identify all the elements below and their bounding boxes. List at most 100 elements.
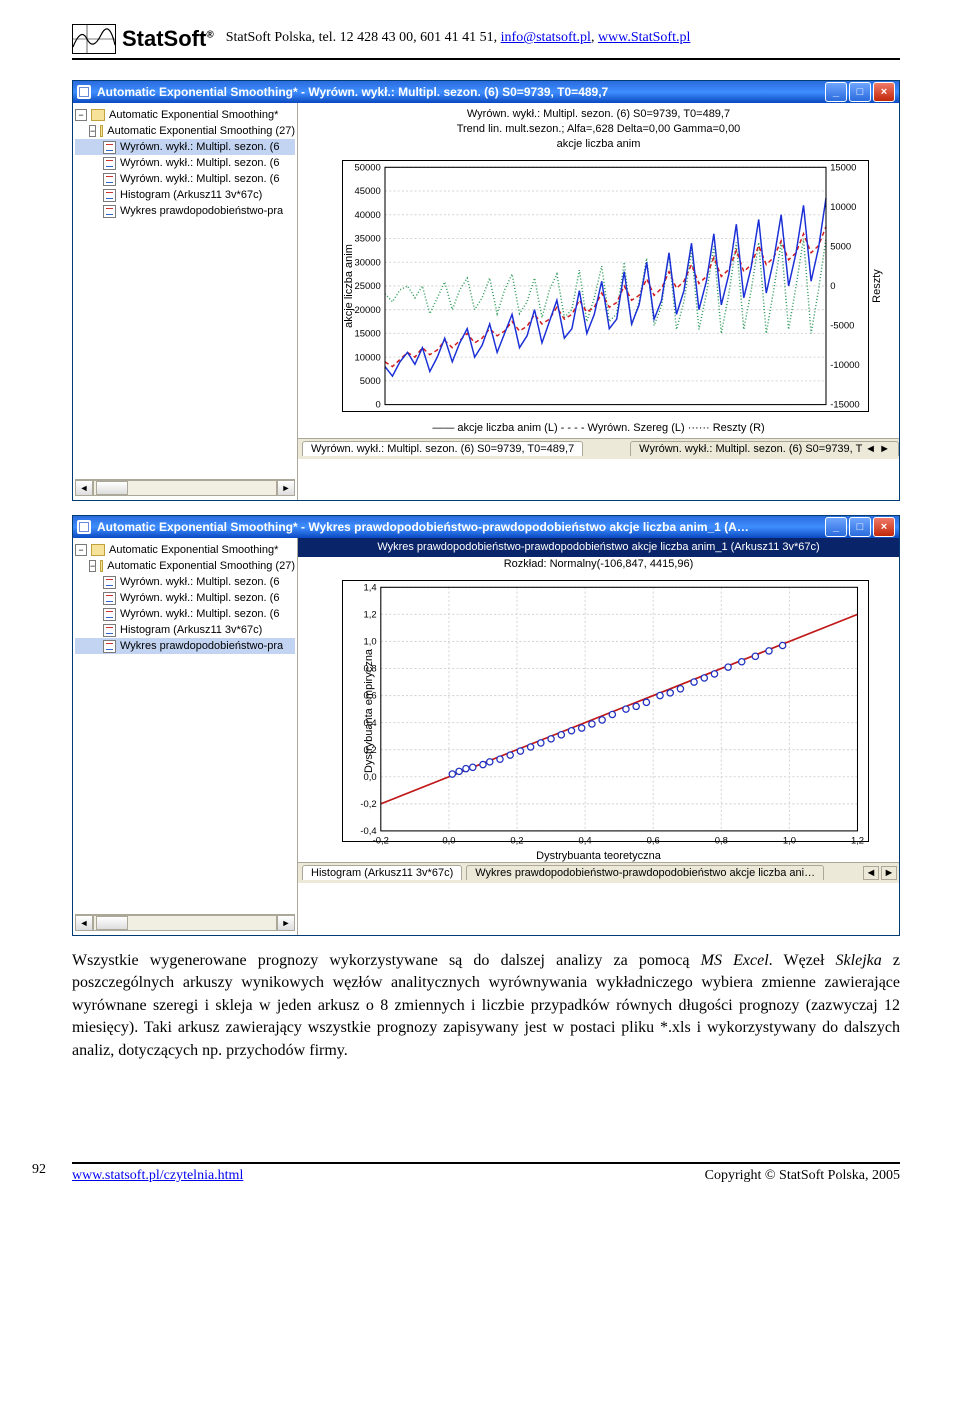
tree-root[interactable]: −Automatic Exponential Smoothing*: [75, 107, 295, 123]
ylabel-2: Dystrybuanta empiryczna: [363, 649, 375, 773]
body-paragraph: Wszystkie wygenerowane prognozy wykorzys…: [72, 950, 900, 1062]
tree-folder[interactable]: −Automatic Exponential Smoothing (27): [75, 558, 295, 574]
svg-text:1,0: 1,0: [783, 835, 796, 846]
minimize-button[interactable]: _: [825, 517, 847, 537]
scrollbar-thumb[interactable]: [96, 481, 128, 495]
tree-pane-1[interactable]: −Automatic Exponential Smoothing* −Autom…: [73, 103, 298, 500]
window-title-1: Automatic Exponential Smoothing* - Wyrów…: [97, 85, 819, 99]
minimize-button[interactable]: _: [825, 82, 847, 102]
tabbar-1: Wyrówn. wykł.: Multipl. sezon. (6) S0=97…: [298, 438, 899, 459]
svg-text:0,8: 0,8: [715, 835, 728, 846]
scroll-left-button[interactable]: ◄: [75, 480, 93, 496]
svg-text:-5000: -5000: [830, 320, 854, 331]
logo-text: StatSoft®: [122, 26, 214, 52]
svg-text:1,2: 1,2: [363, 609, 376, 620]
plot-area-2: Dystrybuanta empiryczna -0,20,00,20,40,6…: [342, 580, 869, 842]
footer-link[interactable]: www.statsoft.pl/czytelnia.html: [72, 1168, 243, 1184]
ylabel-right: Reszty: [871, 269, 883, 303]
svg-text:20000: 20000: [355, 304, 381, 315]
tree-pane-2[interactable]: −Automatic Exponential Smoothing* −Autom…: [73, 538, 298, 935]
chart-title-2b: Rozkład: Normalny(-106,847, 4415,96): [298, 557, 899, 576]
svg-text:25000: 25000: [355, 281, 381, 292]
svg-text:-0,2: -0,2: [360, 799, 376, 810]
tree-item[interactable]: Wyrówn. wykł.: Multipl. sezon. (6: [75, 139, 295, 155]
window-forecast-chart: Automatic Exponential Smoothing* - Wyrów…: [72, 80, 900, 501]
svg-text:35000: 35000: [355, 233, 381, 244]
svg-text:1,4: 1,4: [363, 582, 376, 593]
tree-item[interactable]: Wykres prawdopodobieństwo-pra: [75, 638, 295, 654]
svg-text:45000: 45000: [355, 186, 381, 197]
maximize-button[interactable]: □: [849, 517, 871, 537]
scrollbar-thumb[interactable]: [96, 916, 128, 930]
svg-text:0,0: 0,0: [442, 835, 455, 846]
page-number: 92: [32, 1162, 46, 1178]
svg-text:15000: 15000: [830, 162, 856, 173]
tab-2a[interactable]: Histogram (Arkusz11 3v*67c): [302, 865, 462, 880]
titlebar-2[interactable]: Automatic Exponential Smoothing* - Wykre…: [73, 516, 899, 538]
svg-text:40000: 40000: [355, 209, 381, 220]
tree-item[interactable]: Wyrówn. wykł.: Multipl. sezon. (6: [75, 590, 295, 606]
svg-text:1,0: 1,0: [363, 636, 376, 647]
close-button[interactable]: ×: [873, 517, 895, 537]
svg-text:-15000: -15000: [830, 399, 859, 410]
svg-text:1,2: 1,2: [851, 835, 864, 846]
chart-title-2a: Wykres prawdopodobieństwo-prawdopodobień…: [298, 538, 899, 557]
tree-item[interactable]: Histogram (Arkusz11 3v*67c): [75, 622, 295, 638]
svg-text:0,2: 0,2: [510, 835, 523, 846]
window-pp-plot: Automatic Exponential Smoothing* - Wykre…: [72, 515, 900, 936]
svg-text:50000: 50000: [355, 162, 381, 173]
maximize-button[interactable]: □: [849, 82, 871, 102]
tab-scroll-right[interactable]: ►: [881, 866, 897, 880]
header-site-link[interactable]: www.StatSoft.pl: [598, 30, 690, 45]
svg-text:0,4: 0,4: [579, 835, 592, 846]
svg-text:0: 0: [376, 399, 381, 410]
tab-scroll-left[interactable]: ◄: [863, 866, 879, 880]
header-contact: StatSoft Polska, tel. 12 428 43 00, 601 …: [226, 24, 691, 46]
app-icon: [77, 85, 91, 99]
tabbar-2: Histogram (Arkusz11 3v*67c) Wykres prawd…: [298, 862, 899, 883]
window-title-2: Automatic Exponential Smoothing* - Wykre…: [97, 520, 819, 534]
close-button[interactable]: ×: [873, 82, 895, 102]
tree-item[interactable]: Wyrówn. wykł.: Multipl. sezon. (6: [75, 155, 295, 171]
plot-area-1: akcje liczba anim Reszty 050001000015000…: [342, 160, 869, 412]
scroll-right-button[interactable]: ►: [277, 915, 295, 931]
scrollbar-track[interactable]: [93, 480, 277, 496]
scroll-left-button[interactable]: ◄: [75, 915, 93, 931]
tree-item[interactable]: Wyrówn. wykł.: Multipl. sezon. (6: [75, 606, 295, 622]
header-email-link[interactable]: info@statsoft.pl: [501, 30, 591, 45]
tree-item[interactable]: Wyrówn. wykł.: Multipl. sezon. (6: [75, 574, 295, 590]
app-icon: [77, 520, 91, 534]
tree-item[interactable]: Wyrówn. wykł.: Multipl. sezon. (6: [75, 171, 295, 187]
chart-pane-1: Wyrówn. wykł.: Multipl. sezon. (6) S0=97…: [298, 103, 899, 500]
svg-text:0,6: 0,6: [647, 835, 660, 846]
scroll-right-button[interactable]: ►: [277, 480, 295, 496]
svg-text:30000: 30000: [355, 257, 381, 268]
svg-text:0,0: 0,0: [363, 772, 376, 783]
tab-2b[interactable]: Wykres prawdopodobieństwo-prawdopodobień…: [466, 865, 824, 880]
tree-root[interactable]: −Automatic Exponential Smoothing*: [75, 542, 295, 558]
svg-text:10000: 10000: [355, 352, 381, 363]
svg-text:5000: 5000: [360, 376, 381, 387]
ylabel-left: akcje liczba anim: [343, 244, 355, 328]
tree-item[interactable]: Histogram (Arkusz11 3v*67c): [75, 187, 295, 203]
chart-title-1: Wyrówn. wykł.: Multipl. sezon. (6) S0=97…: [298, 103, 899, 156]
tab-1b[interactable]: Wyrówn. wykł.: Multipl. sezon. (6) S0=97…: [630, 441, 899, 456]
svg-text:5000: 5000: [830, 241, 851, 252]
svg-text:-10000: -10000: [830, 360, 859, 371]
svg-text:10000: 10000: [830, 202, 856, 213]
svg-text:0: 0: [830, 281, 835, 292]
tab-1a[interactable]: Wyrówn. wykł.: Multipl. sezon. (6) S0=97…: [302, 441, 583, 456]
scrollbar-track[interactable]: [93, 915, 277, 931]
page-header: StatSoft® StatSoft Polska, tel. 12 428 4…: [72, 24, 900, 60]
page-footer: www.statsoft.pl/czytelnia.html Copyright…: [72, 1162, 900, 1184]
svg-text:-0,2: -0,2: [373, 835, 389, 846]
titlebar-1[interactable]: Automatic Exponential Smoothing* - Wyrów…: [73, 81, 899, 103]
logo-graphic-icon: [72, 24, 116, 54]
statsoft-logo: StatSoft®: [72, 24, 214, 54]
svg-text:15000: 15000: [355, 328, 381, 339]
tree-folder[interactable]: −Automatic Exponential Smoothing (27): [75, 123, 295, 139]
svg-text:-0,4: -0,4: [360, 826, 376, 837]
chart-pane-2: Wykres prawdopodobieństwo-prawdopodobień…: [298, 538, 899, 935]
tree-item[interactable]: Wykres prawdopodobieństwo-pra: [75, 203, 295, 219]
footer-copyright: Copyright © StatSoft Polska, 2005: [705, 1168, 900, 1184]
